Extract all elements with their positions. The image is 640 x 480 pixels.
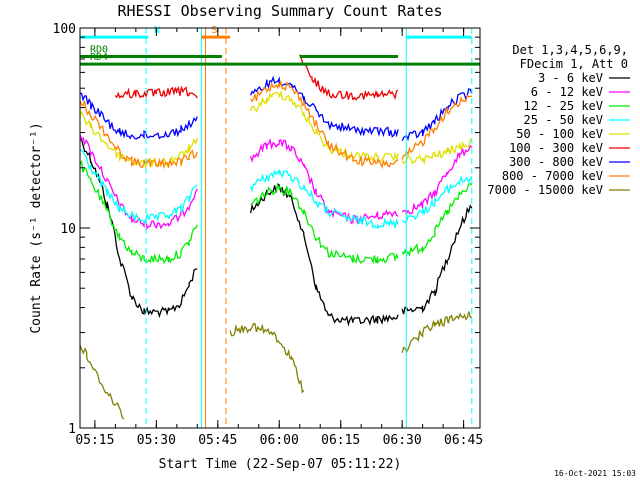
series-1-segment-0 bbox=[79, 134, 198, 230]
series-4-segment-1 bbox=[249, 89, 399, 163]
x-tick-label-3: 06:00 bbox=[260, 433, 299, 448]
series-7-segment-1 bbox=[250, 79, 399, 170]
x-tick-label-6: 06:45 bbox=[444, 433, 483, 448]
series-0 bbox=[79, 138, 473, 327]
flag-label-4: RD0 bbox=[90, 45, 108, 56]
series-2 bbox=[79, 159, 473, 265]
legend-entry-2: 12 - 25 keV bbox=[524, 99, 630, 113]
footer-timestamp: 16-Oct-2021 15:03 bbox=[554, 469, 636, 478]
y-axis-label: Count Rate (s⁻¹ detector⁻¹) bbox=[29, 122, 44, 333]
y-tick-label-1: 10 bbox=[60, 222, 76, 237]
series-3-segment-2 bbox=[402, 174, 473, 224]
legend-header-line-2: FDecim 1, Att 0 bbox=[520, 57, 628, 71]
series-8-segment-2 bbox=[401, 311, 472, 354]
series-5-segment-0 bbox=[114, 85, 198, 99]
legend-label-1: 6 - 12 keV bbox=[531, 85, 603, 99]
series-1-segment-1 bbox=[249, 137, 399, 225]
series-6-segment-2 bbox=[401, 88, 473, 142]
series-0-segment-1 bbox=[249, 183, 399, 327]
series-8-segment-1 bbox=[229, 322, 305, 394]
series-3 bbox=[79, 148, 473, 229]
legend-entry-5: 100 - 300 keV bbox=[509, 141, 630, 155]
series-2-segment-1 bbox=[250, 182, 399, 265]
x-axis-label: Start Time (22-Sep-07 05:11:22) bbox=[159, 457, 402, 472]
series-7-segment-0 bbox=[79, 100, 198, 170]
series-0-segment-0 bbox=[79, 138, 198, 319]
series-6 bbox=[79, 75, 473, 142]
series-0-segment-2 bbox=[401, 204, 473, 315]
legend-entry-0: 3 - 6 keV bbox=[538, 71, 630, 85]
series-8 bbox=[79, 311, 472, 420]
series-6-segment-0 bbox=[79, 92, 198, 140]
series-7-segment-2 bbox=[401, 94, 472, 160]
axes-layer: 05:15 05:30 05:45 06:00 06:15 06:30 06:45 1 10 10… bbox=[53, 22, 484, 448]
series-4-segment-2 bbox=[401, 138, 473, 166]
legend-entry-7: 800 - 7000 keV bbox=[502, 169, 630, 183]
y-tick-label-2: 100 bbox=[53, 22, 76, 37]
legend-label-2: 12 - 25 keV bbox=[524, 99, 603, 113]
legend-label-3: 25 - 50 keV bbox=[524, 113, 603, 127]
x-tick-label-2: 05:45 bbox=[198, 433, 237, 448]
legend-label-8: 7000 - 15000 keV bbox=[487, 183, 603, 197]
flag-label-3: S bbox=[211, 25, 217, 36]
series-3-segment-1 bbox=[249, 169, 399, 229]
legend-label-0: 3 - 6 keV bbox=[538, 71, 603, 85]
legend-label-7: 800 - 7000 keV bbox=[502, 169, 603, 183]
legend-label-5: 100 - 300 keV bbox=[509, 141, 603, 155]
series-1-segment-2 bbox=[401, 144, 473, 215]
legend-entry-1: 6 - 12 keV bbox=[531, 85, 630, 99]
series-8-segment-0 bbox=[79, 344, 125, 420]
x-tick-label-1: 05:30 bbox=[137, 433, 176, 448]
flag-label-1: N bbox=[154, 25, 160, 36]
flag-label-5: RD4 bbox=[90, 52, 108, 63]
series-6-segment-1 bbox=[250, 75, 399, 138]
legend-label-6: 300 - 800 keV bbox=[509, 155, 603, 169]
x-tick-label-4: 06:15 bbox=[321, 433, 360, 448]
legend-entry-6: 300 - 800 keV bbox=[509, 155, 630, 169]
series-2-segment-2 bbox=[401, 182, 473, 257]
series-5 bbox=[114, 54, 399, 101]
y-tick-label-0: 1 bbox=[68, 422, 76, 437]
legend-label-4: 50 - 100 keV bbox=[516, 127, 603, 141]
legend-entry-3: 25 - 50 keV bbox=[524, 113, 630, 127]
chart-title: RHESSI Observing Summary Count Rates bbox=[117, 2, 442, 20]
series-5-segment-1 bbox=[299, 54, 399, 101]
x-tick-label-0: 05:15 bbox=[75, 433, 114, 448]
legend-entry-8: 7000 - 15000 keV bbox=[487, 183, 630, 197]
series-7 bbox=[79, 79, 472, 170]
legend-entry-4: 50 - 100 keV bbox=[516, 127, 630, 141]
series-1 bbox=[79, 134, 473, 230]
series-2-segment-0 bbox=[79, 159, 198, 264]
legend-header-line-1: Det 1,3,4,5,6,9, bbox=[512, 43, 628, 57]
x-tick-label-5: 06:30 bbox=[383, 433, 422, 448]
data-layer bbox=[79, 54, 473, 420]
series-3-segment-0 bbox=[79, 148, 198, 224]
